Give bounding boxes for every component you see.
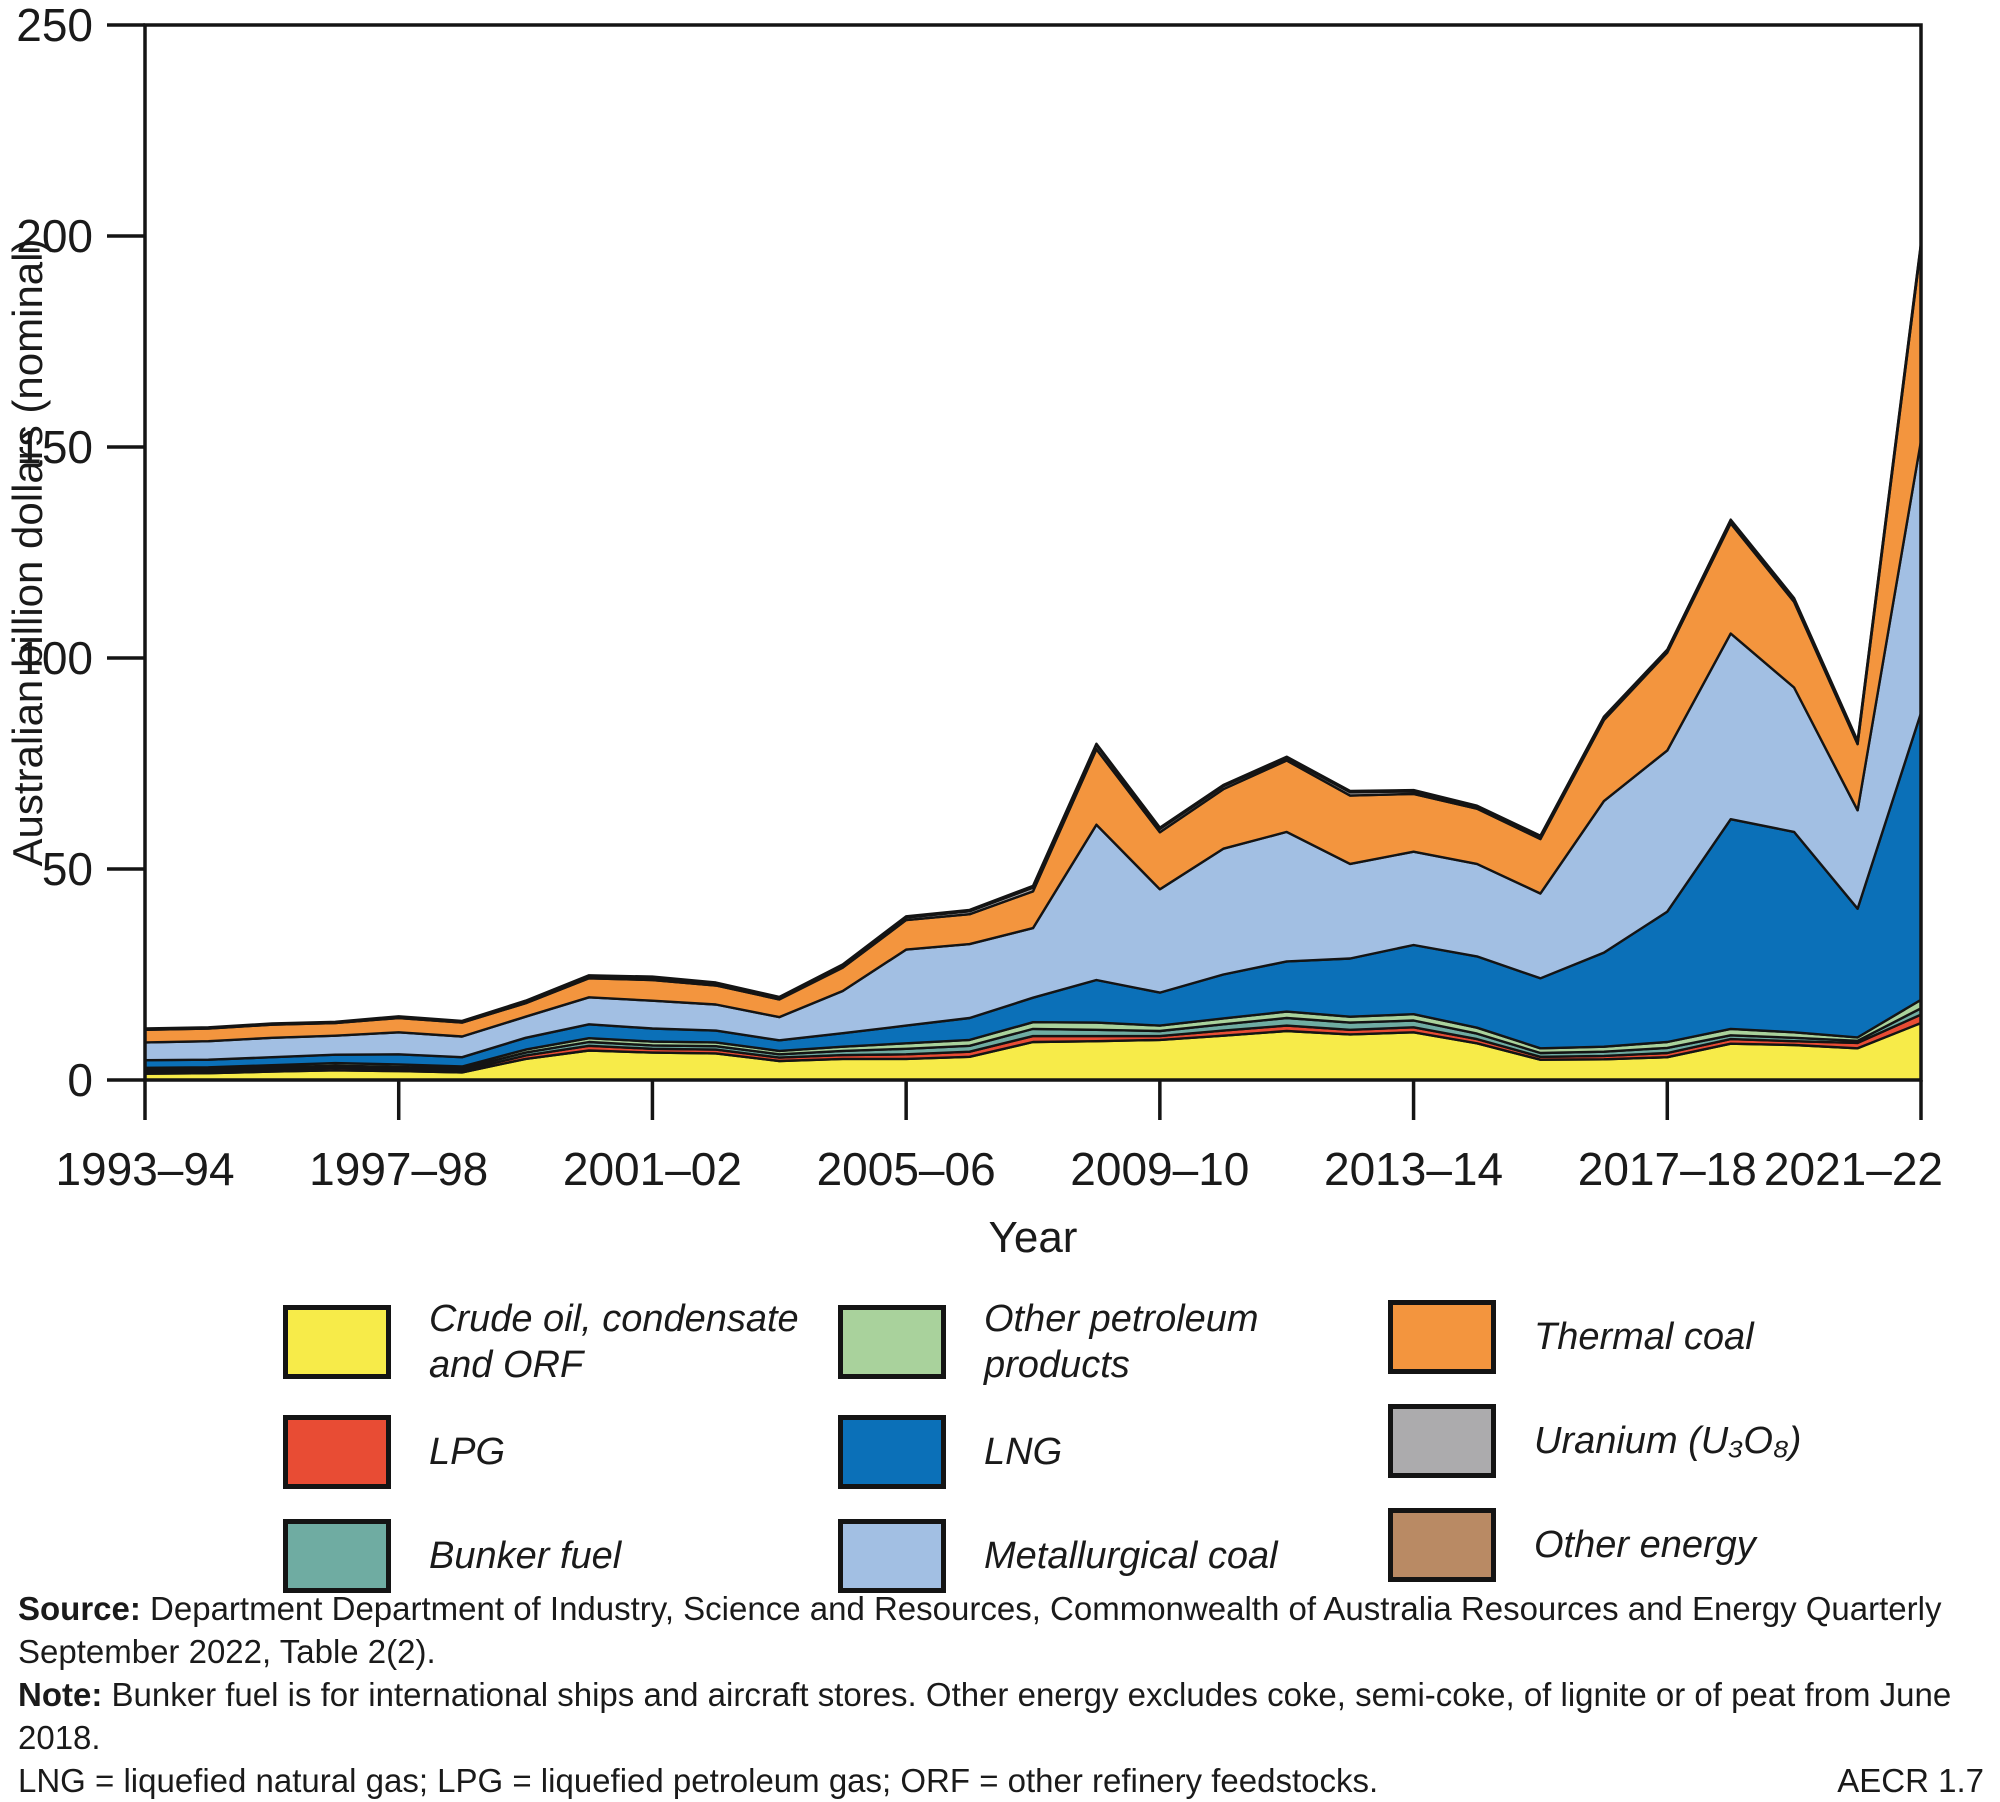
legend-item-bunker-fuel: Bunker fuel bbox=[283, 1515, 823, 1597]
legend-item-thermal-coal: Thermal coal bbox=[1388, 1296, 1948, 1378]
legend-item-lpg: LPG bbox=[283, 1411, 823, 1493]
y-tick-label: 0 bbox=[67, 1054, 93, 1106]
legend-label: Bunker fuel bbox=[429, 1534, 622, 1577]
lpg-swatch bbox=[283, 1414, 391, 1489]
y-tick-label: 50 bbox=[42, 843, 93, 895]
legend-item-lng: LNG bbox=[838, 1411, 1378, 1493]
legend-label: Crude oil, condensate and ORF bbox=[429, 1298, 799, 1387]
footer-notes: Source: Department Department of Industr… bbox=[18, 1588, 1984, 1802]
x-tick-label: 2001–02 bbox=[563, 1143, 742, 1195]
x-tick-label: 2021–22 bbox=[1764, 1143, 1943, 1195]
legend-label: Thermal coal bbox=[1534, 1315, 1754, 1358]
chart-canvas: 0 50 100 150 200 250 1993–94 1997–98 2001–02 2005… bbox=[4, 0, 1943, 1262]
legend-label: Other energy bbox=[1534, 1523, 1756, 1566]
y-tick-label: 100 bbox=[16, 632, 93, 684]
uranium-swatch bbox=[1388, 1404, 1496, 1478]
legend-label: Other petroleum products bbox=[984, 1298, 1259, 1387]
abbrev-text: LNG = liquefied natural gas; LPG = lique… bbox=[18, 1761, 1379, 1799]
x-tick-label: 1993–94 bbox=[55, 1143, 234, 1195]
source-text: Department Department of Industry, Scien… bbox=[18, 1590, 1942, 1670]
y-tick-label: 250 bbox=[16, 0, 93, 51]
plot-border bbox=[143, 23, 1923, 1082]
metallurgical-coal-swatch bbox=[838, 1518, 946, 1593]
note-line: Note: Bunker fuel is for international s… bbox=[18, 1674, 1984, 1760]
x-tick-label: 2013–14 bbox=[1324, 1143, 1503, 1195]
note-label: Note: bbox=[18, 1675, 103, 1713]
x-tick-label: 2017–18 bbox=[1578, 1143, 1757, 1195]
y-tick-label: 150 bbox=[16, 421, 93, 473]
abbreviations-line: LNG = liquefied natural gas; LPG = lique… bbox=[18, 1760, 1984, 1802]
stacked-area-chart: 0 50 100 150 200 250 1993–94 1997–98 2001–02 2005… bbox=[4, 0, 1943, 1262]
legend-item-crude-oil: Crude oil, condensate and ORF bbox=[283, 1296, 823, 1389]
legend-item-other-petroleum: Other petroleum products bbox=[838, 1296, 1378, 1389]
other-energy-swatch bbox=[1388, 1508, 1496, 1582]
legend-item-other-energy: Other energy bbox=[1388, 1504, 1948, 1586]
thermal-coal-swatch bbox=[1388, 1300, 1496, 1374]
crude-oil-swatch bbox=[283, 1305, 391, 1380]
legend-item-metallurgical-coal: Metallurgical coal bbox=[838, 1515, 1378, 1597]
x-axis-title: Year bbox=[989, 1213, 1078, 1262]
lng-swatch bbox=[838, 1414, 946, 1489]
source-note: Source: Department Department of Industr… bbox=[18, 1588, 1984, 1674]
bunker-fuel-swatch bbox=[283, 1518, 391, 1593]
figure-code: AECR 1.7 bbox=[1837, 1761, 1984, 1799]
other-petroleum-swatch bbox=[838, 1305, 946, 1380]
legend-label: LNG bbox=[984, 1430, 1063, 1473]
legend-label: LPG bbox=[429, 1430, 506, 1473]
legend-item-uranium: Uranium (U₃O₈) bbox=[1388, 1400, 1948, 1482]
legend-label: Metallurgical coal bbox=[984, 1534, 1278, 1577]
source-label: Source: bbox=[18, 1590, 141, 1627]
y-axis-title: Australian billion dollars (nominal) bbox=[4, 239, 51, 867]
y-tick-label: 200 bbox=[16, 210, 93, 262]
x-tick-label: 2009–10 bbox=[1070, 1143, 1249, 1195]
legend-label: Uranium (U₃O₈) bbox=[1534, 1419, 1802, 1462]
x-tick-label: 1997–98 bbox=[309, 1143, 488, 1195]
note-text: Bunker fuel is for international ships a… bbox=[18, 1675, 1952, 1756]
x-tick-label: 2005–06 bbox=[817, 1143, 996, 1195]
